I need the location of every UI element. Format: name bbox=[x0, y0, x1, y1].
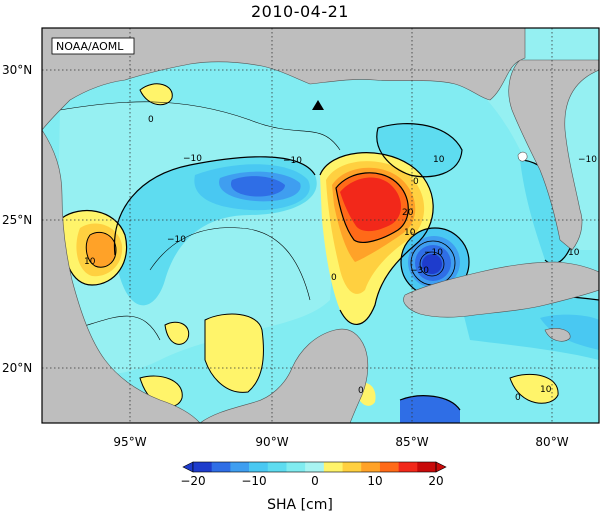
map-title: 2010-04-21 bbox=[251, 2, 349, 21]
colorbar bbox=[182, 461, 447, 473]
warm-patch-sw bbox=[140, 376, 183, 407]
colorbar-tick: −20 bbox=[180, 474, 205, 488]
colorbar-tick: 10 bbox=[367, 474, 382, 488]
contour-label: −30 bbox=[410, 266, 429, 276]
cuba bbox=[403, 261, 599, 318]
graticule bbox=[42, 28, 599, 423]
colorbar-swatch bbox=[286, 462, 306, 472]
warm-patch-south bbox=[205, 314, 264, 393]
us-gulf-coast bbox=[42, 28, 526, 131]
colorbar-arrow-right bbox=[435, 461, 447, 473]
colorbar-tick: 0 bbox=[311, 474, 319, 488]
map-frame bbox=[41, 27, 600, 424]
lat-label: 25°N bbox=[2, 213, 32, 227]
map-field: −10 −10 −10 10 10 20 10 −30 −10 0 0 0 0 … bbox=[42, 28, 599, 423]
colorbar-swatch bbox=[249, 462, 269, 472]
credit-label: NOAA/AOML bbox=[56, 40, 124, 53]
colorbar-arrow-left bbox=[182, 461, 194, 473]
caribbean-cold-core bbox=[540, 314, 599, 350]
lon-label: 95°W bbox=[113, 435, 146, 449]
colorbar-swatch bbox=[193, 462, 212, 472]
colorbar-swatch bbox=[398, 462, 418, 472]
colorbar-swatch bbox=[230, 462, 250, 472]
contour-label: 10 bbox=[84, 257, 96, 267]
colorbar-label: SHA [cm] bbox=[267, 497, 333, 513]
colorbar-swatch bbox=[305, 462, 325, 472]
land bbox=[42, 28, 599, 423]
contour-label: −10 bbox=[283, 156, 302, 166]
island-white bbox=[517, 151, 528, 162]
warm-patch-small bbox=[165, 322, 189, 345]
small-island bbox=[544, 328, 571, 342]
contour-label: −10 bbox=[424, 248, 443, 258]
cold-eddy-core bbox=[230, 176, 285, 197]
colorbar-tick: −10 bbox=[241, 474, 266, 488]
west-warm-core bbox=[86, 232, 116, 268]
warm-patch-north bbox=[140, 83, 173, 105]
contour-label: 10 bbox=[433, 155, 445, 165]
warm-eddy-core bbox=[340, 177, 401, 232]
florida-peninsula bbox=[42, 28, 599, 251]
colorbar-swatch bbox=[211, 462, 231, 472]
lon-label: 85°W bbox=[395, 435, 428, 449]
contour-label: 0 bbox=[331, 273, 337, 283]
yucatan-peninsula bbox=[199, 328, 369, 423]
credit-box bbox=[51, 37, 135, 55]
contour-label: −10 bbox=[167, 235, 186, 245]
colorbar-swatch bbox=[323, 462, 343, 472]
colorbar-swatch bbox=[342, 462, 362, 472]
south-cold-patch bbox=[400, 395, 460, 423]
colorbar-swatch bbox=[361, 462, 381, 472]
contour-label: 0 bbox=[148, 115, 154, 125]
contour-label: 20 bbox=[402, 208, 414, 218]
contour-label: −10 bbox=[183, 154, 202, 164]
contour-label: 10 bbox=[568, 248, 580, 258]
colorbar-tick: 20 bbox=[428, 474, 443, 488]
contour-label: 0 bbox=[413, 177, 419, 187]
lat-label: 20°N bbox=[2, 361, 32, 375]
contour-label: 0 bbox=[358, 386, 364, 396]
colorbar-swatch bbox=[267, 462, 287, 472]
colorbar-swatch bbox=[379, 462, 399, 472]
colorbar-frame bbox=[192, 461, 437, 473]
lon-label: 90°W bbox=[255, 435, 288, 449]
mexico-west bbox=[42, 129, 201, 423]
contour-label: 0 bbox=[515, 393, 521, 403]
lon-label: 80°W bbox=[535, 435, 568, 449]
colorbar-swatch bbox=[417, 462, 437, 472]
lat-label: 30°N bbox=[2, 63, 32, 77]
contour-label: 10 bbox=[404, 228, 416, 238]
contour-label-group: −10 −10 −10 10 10 20 10 −30 −10 0 0 0 0 … bbox=[84, 115, 597, 403]
contour-label: −10 bbox=[578, 155, 597, 165]
triangle-marker-icon bbox=[312, 100, 324, 110]
contour-label: 10 bbox=[540, 385, 552, 395]
cuba-cold-core bbox=[422, 254, 442, 274]
colorbar-ticks: −20 −10 0 10 20 bbox=[180, 474, 443, 488]
